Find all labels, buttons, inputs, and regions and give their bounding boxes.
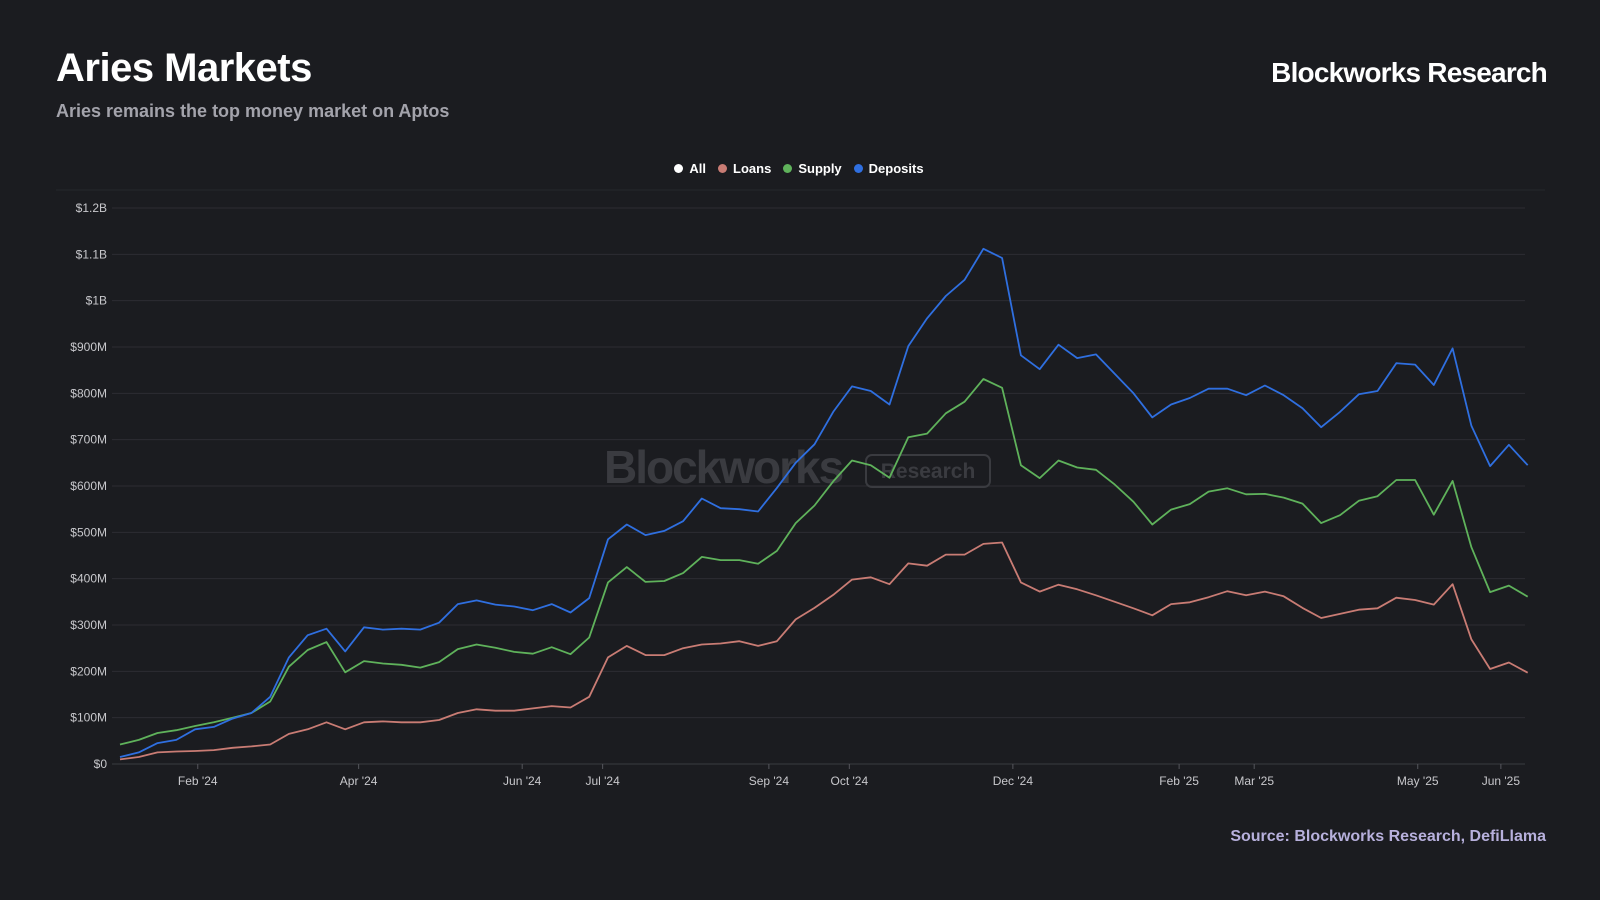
x-tick-label: May '25	[1397, 774, 1439, 788]
watermark-subtext: Research	[881, 460, 976, 483]
y-axis: $0 $100M $200M $300M $400M $500M $600M $700M $80…	[70, 201, 107, 771]
legend-dot-all	[674, 164, 684, 173]
watermark-text: Blockworks	[604, 441, 843, 493]
legend-item-supply[interactable]: Supply	[783, 161, 842, 176]
x-tick-label: Feb '25	[1159, 774, 1199, 788]
y-tick-label: $1.2B	[76, 201, 107, 215]
page-subtitle: Aries remains the top money market on Ap…	[56, 101, 450, 121]
y-tick-label: $1B	[86, 294, 107, 308]
y-tick-label: $900M	[70, 340, 107, 354]
series-line-supply	[119, 378, 1529, 746]
y-tick-label: $600M	[70, 479, 107, 493]
x-tick-label: Oct '24	[830, 774, 868, 788]
watermark-logo: Blockworks Research	[604, 441, 991, 493]
y-tick-label: $400M	[70, 572, 107, 586]
chart-legend: All Loans Supply Deposits	[0, 161, 1600, 176]
legend-label-supply: Supply	[798, 161, 842, 176]
y-tick-label: $0	[94, 757, 108, 771]
x-tick-label: Jun '25	[1482, 774, 1521, 788]
x-tick-label: Apr '24	[340, 774, 378, 788]
series-line-loans	[119, 541, 1529, 761]
x-tick-label: Sep '24	[749, 774, 790, 788]
y-tick-label: $500M	[70, 525, 107, 539]
x-tick-label: Feb '24	[178, 774, 218, 788]
y-tick-label: $1.1B	[76, 247, 107, 261]
series-line-deposits	[119, 247, 1529, 758]
y-tick-label: $200M	[70, 664, 107, 678]
legend-label-all: All	[689, 161, 707, 176]
y-tick-label: $100M	[70, 711, 107, 725]
series-lines	[119, 247, 1529, 761]
x-tick-label: Jul '24	[585, 774, 620, 788]
legend-dot-supply	[783, 164, 793, 173]
legend-label-deposits: Deposits	[868, 161, 924, 176]
legend-dot-loans	[718, 164, 728, 173]
brand-logo: Blockworks Research	[1271, 57, 1548, 88]
grid-lines	[56, 189, 1545, 765]
legend-label-loans: Loans	[733, 161, 772, 176]
y-tick-label: $300M	[70, 618, 107, 632]
x-tick-label: Jun '24	[503, 774, 542, 788]
source-note: Source: Blockworks Research, DefiLlama	[1230, 828, 1546, 845]
x-tick-label: Mar '25	[1234, 774, 1274, 788]
legend-dot-deposits	[853, 164, 863, 173]
y-tick-label: $700M	[70, 433, 107, 447]
watermark-badge	[865, 454, 991, 488]
legend-item-loans[interactable]: Loans	[718, 161, 771, 176]
x-tick-label: Dec '24	[993, 774, 1034, 788]
y-tick-label: $800M	[70, 386, 107, 400]
page-title: Aries Markets	[56, 46, 312, 90]
x-axis: Feb '24 Apr '24 Jun '24 Jul '24 Sep '24 Oct '…	[178, 764, 1520, 788]
legend-item-deposits[interactable]: Deposits	[853, 161, 924, 176]
legend-item-all[interactable]: All	[674, 161, 706, 176]
